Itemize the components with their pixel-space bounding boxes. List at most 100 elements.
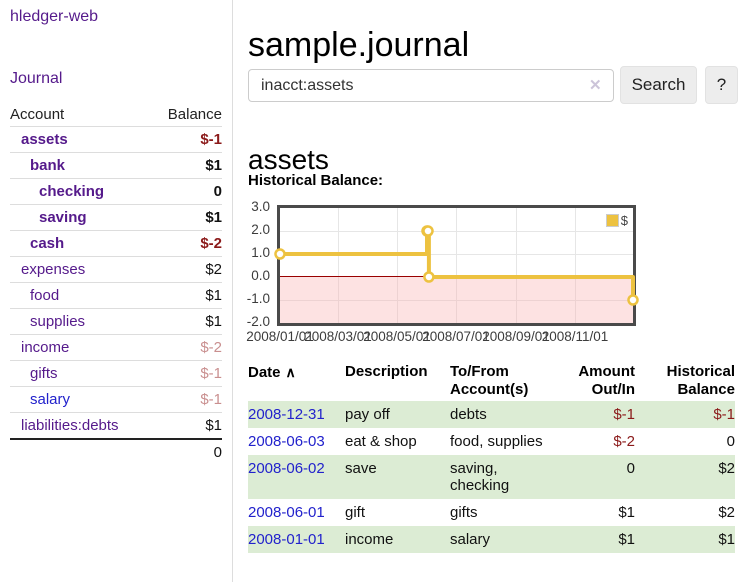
transaction-date-cell: 2008-06-01 xyxy=(248,499,345,526)
transaction-balance: $1 xyxy=(718,531,735,548)
account-link-income[interactable]: income xyxy=(21,339,70,356)
transaction-amount: $1 xyxy=(618,531,635,548)
register-header-row: Date ∧ Description To/From Account(s) Amo… xyxy=(248,361,735,401)
x-axis-tick-label: 2008/03/01 xyxy=(304,329,372,344)
search-help-button[interactable]: ? xyxy=(705,66,738,104)
register-row: 2008-06-03 eat & shop food, supplies $-2 0 xyxy=(248,428,735,455)
column-header-description: Description xyxy=(345,363,428,380)
x-axis-tick-label: 2008/05/01 xyxy=(363,329,431,344)
chart-legend: $ xyxy=(605,213,628,228)
account-balance: $-2 xyxy=(200,339,222,356)
transaction-amount: $-2 xyxy=(613,433,635,450)
gridline-horizontal xyxy=(280,231,633,232)
account-total-balance: 0 xyxy=(213,444,222,461)
y-axis-tick-label: -2.0 xyxy=(246,314,270,329)
transaction-accounts: gifts xyxy=(450,504,478,521)
gridline-vertical xyxy=(397,208,398,323)
column-header-date[interactable]: Date ∧ xyxy=(248,364,296,381)
transaction-balance: 0 xyxy=(726,433,735,450)
register-row: 2008-06-01 gift gifts $1 $2 xyxy=(248,499,735,526)
account-balance: $-1 xyxy=(200,391,222,408)
account-row-food: food $1 xyxy=(10,282,222,308)
account-link-cash[interactable]: cash xyxy=(30,235,65,252)
chart-plot-area[interactable]: $ xyxy=(274,205,639,326)
y-axis-tick-label: 2.0 xyxy=(251,222,270,237)
register-body: 2008-12-31 pay off debts $-1 $-1 2008-06-03 ea… xyxy=(248,401,735,553)
transaction-description: pay off xyxy=(345,406,390,423)
account-link-gifts[interactable]: gifts xyxy=(30,365,58,382)
gridline-vertical xyxy=(338,208,339,323)
account-balance: $2 xyxy=(205,261,222,278)
transaction-balance: $2 xyxy=(718,504,735,521)
gridline-vertical xyxy=(456,208,457,323)
account-row-salary: salary $-1 xyxy=(10,386,222,412)
sidebar-item-journal[interactable]: Journal xyxy=(10,70,63,87)
x-axis-tick-label: 2008/01/01 xyxy=(246,329,314,344)
chart-title: Historical Balance: xyxy=(248,172,384,189)
account-balance: $-1 xyxy=(200,131,222,148)
y-axis-tick-label: 3.0 xyxy=(251,199,270,214)
account-link-liabilities:debts[interactable]: liabilities:debts xyxy=(21,417,119,434)
account-link-bank[interactable]: bank xyxy=(30,157,66,174)
account-row-saving: saving $1 xyxy=(10,204,222,230)
sidebar: hledger-web Journal Account Balance asse… xyxy=(0,0,233,582)
chart-series xyxy=(274,225,639,306)
search-input[interactable] xyxy=(248,69,614,102)
account-balance: $-1 xyxy=(200,365,222,382)
account-row-bank: bank $1 xyxy=(10,152,222,178)
gridline-horizontal xyxy=(280,300,633,301)
account-row-liabilities:debts: liabilities:debts $1 xyxy=(10,412,222,438)
x-axis-tick-label: 2008/09/01 xyxy=(482,329,550,344)
clear-search-icon[interactable]: ✕ xyxy=(589,77,602,94)
account-total-row: 0 xyxy=(10,438,222,465)
account-balance: $1 xyxy=(205,417,222,434)
gridline-horizontal xyxy=(280,254,633,255)
account-link-saving[interactable]: saving xyxy=(39,209,87,226)
transaction-balance: $2 xyxy=(718,460,735,477)
account-row-checking: checking 0 xyxy=(10,178,222,204)
column-header-accounts: To/From Account(s) xyxy=(450,363,529,398)
transaction-date-link[interactable]: 2008-12-31 xyxy=(248,406,325,423)
account-balance: $1 xyxy=(205,313,222,330)
transaction-date-link[interactable]: 2008-06-01 xyxy=(248,504,325,521)
account-list: assets $-1 bank $1 checking 0 saving $1 cash $-2 e… xyxy=(10,126,222,438)
y-axis-tick-label: 0.0 xyxy=(251,268,270,283)
transaction-amount: 0 xyxy=(626,460,635,477)
y-axis-tick-label: -1.0 xyxy=(246,291,270,306)
register-row: 2008-06-02 save saving, checking 0 $2 xyxy=(248,455,735,499)
account-link-expenses[interactable]: expenses xyxy=(21,261,86,278)
page-title: sample.journal xyxy=(248,25,470,64)
transaction-accounts: saving, checking xyxy=(450,460,510,494)
account-link-food[interactable]: food xyxy=(30,287,60,304)
transaction-date-cell: 2008-12-31 xyxy=(248,401,345,428)
account-row-cash: cash $-2 xyxy=(10,230,222,256)
app-brand-link[interactable]: hledger-web xyxy=(10,8,99,25)
balance-column-header: Balance xyxy=(167,105,222,123)
account-row-gifts: gifts $-1 xyxy=(10,360,222,386)
account-balance: 0 xyxy=(213,183,222,200)
transaction-date-link[interactable]: 2008-06-02 xyxy=(248,460,325,477)
account-link-supplies[interactable]: supplies xyxy=(30,313,86,330)
search-button[interactable]: Search xyxy=(620,66,697,104)
transaction-description: eat & shop xyxy=(345,433,417,450)
account-balance: $1 xyxy=(205,157,222,174)
account-link-checking[interactable]: checking xyxy=(39,183,105,200)
transaction-date-cell: 2008-06-03 xyxy=(248,428,345,455)
transaction-amount: $-1 xyxy=(613,406,635,423)
gridline-vertical xyxy=(575,208,576,323)
account-tree-header: Account Balance xyxy=(10,102,222,126)
transaction-date-link[interactable]: 2008-01-01 xyxy=(248,531,325,548)
account-link-assets[interactable]: assets xyxy=(21,131,68,148)
transaction-description: save xyxy=(345,460,377,477)
account-tree: Account Balance assets $-1 bank $1 checking 0… xyxy=(10,102,222,465)
register-row: 2008-12-31 pay off debts $-1 $-1 xyxy=(248,401,735,428)
x-axis-tick-label: 2008/07/01 xyxy=(422,329,490,344)
account-column-header: Account xyxy=(10,105,65,123)
transaction-date-link[interactable]: 2008-06-03 xyxy=(248,433,325,450)
legend-swatch xyxy=(605,214,619,227)
transaction-accounts: food, supplies xyxy=(450,433,543,450)
transaction-date-cell: 2008-06-02 xyxy=(248,455,345,499)
column-header-balance: Historical Balance xyxy=(666,363,735,398)
account-link-salary[interactable]: salary xyxy=(30,391,71,408)
account-row-supplies: supplies $1 xyxy=(10,308,222,334)
